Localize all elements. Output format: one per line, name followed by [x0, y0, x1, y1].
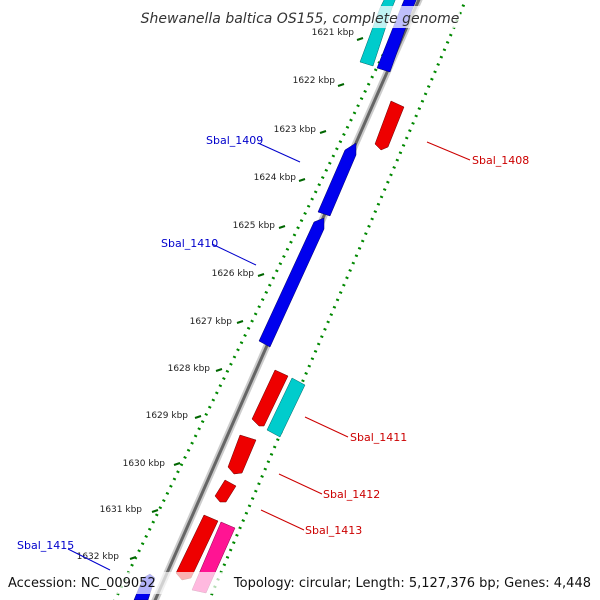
tick-label-1624: 1624 kbp [254, 173, 297, 183]
label-sbal-1410[interactable]: Sbal_1410 [161, 237, 218, 250]
tick-label-1622: 1622 kbp [293, 76, 336, 86]
tick-label-1628: 1628 kbp [168, 364, 211, 374]
tick-label-1626: 1626 kbp [212, 269, 255, 279]
gene-sbal-1411[interactable] [251, 369, 289, 427]
tick-label-1623: 1623 kbp [274, 125, 317, 135]
gene-sbal-1412[interactable] [227, 434, 257, 475]
leader-sbal-1415 [67, 548, 111, 571]
tick-label-1621: 1621 kbp [312, 28, 355, 38]
gene-sbal-1413[interactable] [214, 479, 237, 503]
label-sbal-1409[interactable]: Sbal_1409 [206, 134, 263, 147]
outer-dotted-ring-right [207, 0, 468, 600]
label-sbal-1411[interactable]: Sbal_1411 [350, 431, 407, 444]
map-title: Shewanella baltica OS155, complete genom… [141, 11, 460, 27]
tick-marks [129, 37, 364, 560]
leader-sbal-1411 [304, 416, 349, 438]
leader-sbal-1408 [426, 141, 471, 161]
leader-sbal-1412 [278, 473, 323, 495]
genome-summary-text: Topology: circular; Length: 5,127,376 bp… [233, 576, 591, 591]
leader-sbal-1413 [260, 509, 305, 531]
tick-label-1632: 1632 kbp [77, 552, 120, 562]
accession-text: Accession: NC_009052 [8, 576, 156, 591]
tick-label-1629: 1629 kbp [146, 411, 189, 421]
tick-label-1627: 1627 kbp [190, 317, 233, 327]
gene-sbal-1408[interactable] [374, 100, 405, 151]
gene-sbal-1409[interactable] [317, 142, 357, 217]
gene-sbal-1411-rna[interactable] [266, 377, 306, 438]
tick-label-1631: 1631 kbp [100, 505, 143, 515]
tick-label-1630: 1630 kbp [123, 459, 166, 469]
label-sbal-1412[interactable]: Sbal_1412 [323, 488, 380, 501]
label-sbal-1408[interactable]: Sbal_1408 [472, 154, 529, 167]
title-backdrop [140, 6, 460, 28]
gene-sbal-1410[interactable] [258, 217, 325, 348]
leader-sbal-1410 [211, 243, 257, 266]
leader-sbal-1409 [257, 142, 301, 163]
outer-dotted-ring-left [113, 0, 412, 600]
tick-label-1625: 1625 kbp [233, 221, 276, 231]
label-sbal-1415[interactable]: Sbal_1415 [17, 539, 74, 552]
footer-backdrop [0, 572, 600, 594]
label-sbal-1413[interactable]: Sbal_1413 [305, 524, 362, 537]
